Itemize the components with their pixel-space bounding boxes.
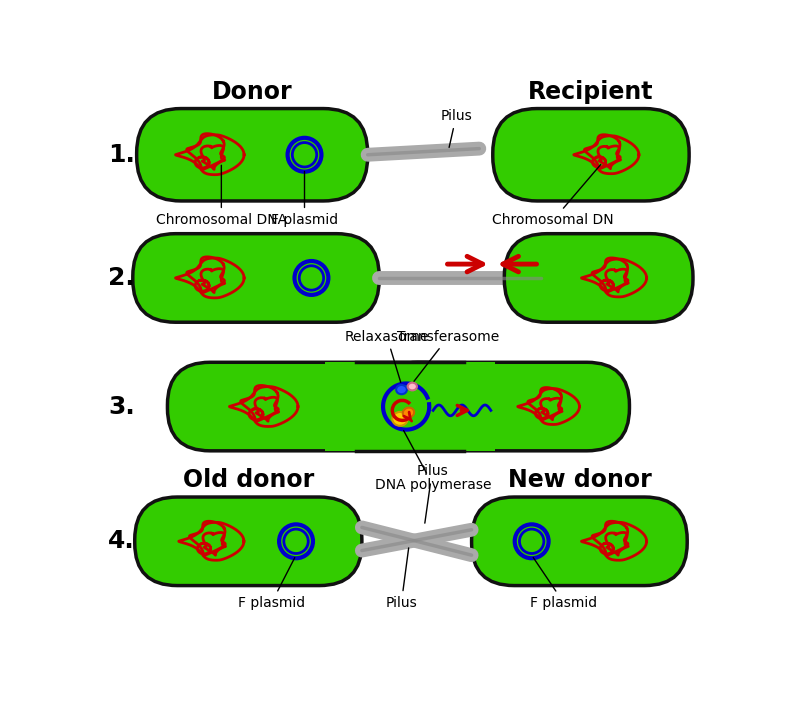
FancyBboxPatch shape [167,362,468,451]
Ellipse shape [396,385,407,394]
Text: Chromosomal DN: Chromosomal DN [493,165,614,227]
Ellipse shape [392,412,408,426]
Text: Donor: Donor [212,80,293,104]
Text: Recipient: Recipient [528,80,654,104]
Text: 1.: 1. [108,143,134,167]
Text: Relaxasome: Relaxasome [345,330,429,382]
Text: Pilus: Pilus [386,548,418,610]
Text: Chromosomal DNA: Chromosomal DNA [156,165,287,227]
Text: 3.: 3. [108,394,134,418]
FancyBboxPatch shape [504,233,693,322]
Ellipse shape [402,407,414,418]
FancyBboxPatch shape [134,497,362,586]
FancyBboxPatch shape [493,109,689,201]
FancyBboxPatch shape [133,233,379,322]
Text: 4.: 4. [108,529,134,553]
FancyBboxPatch shape [326,362,494,451]
FancyBboxPatch shape [375,362,630,451]
Text: F plasmid: F plasmid [530,558,598,610]
Text: Pilus: Pilus [416,465,448,523]
Text: Transferasome: Transferasome [398,330,500,381]
Ellipse shape [408,383,417,390]
Text: Pilus: Pilus [440,109,472,147]
FancyBboxPatch shape [137,109,368,201]
Text: New donor: New donor [507,468,651,492]
Text: 2.: 2. [108,266,134,290]
Text: DNA polymerase: DNA polymerase [375,431,491,492]
FancyBboxPatch shape [472,497,687,586]
Text: F plasmid: F plasmid [238,558,305,610]
Text: F plasmid: F plasmid [271,171,338,227]
Text: Old donor: Old donor [182,468,314,492]
